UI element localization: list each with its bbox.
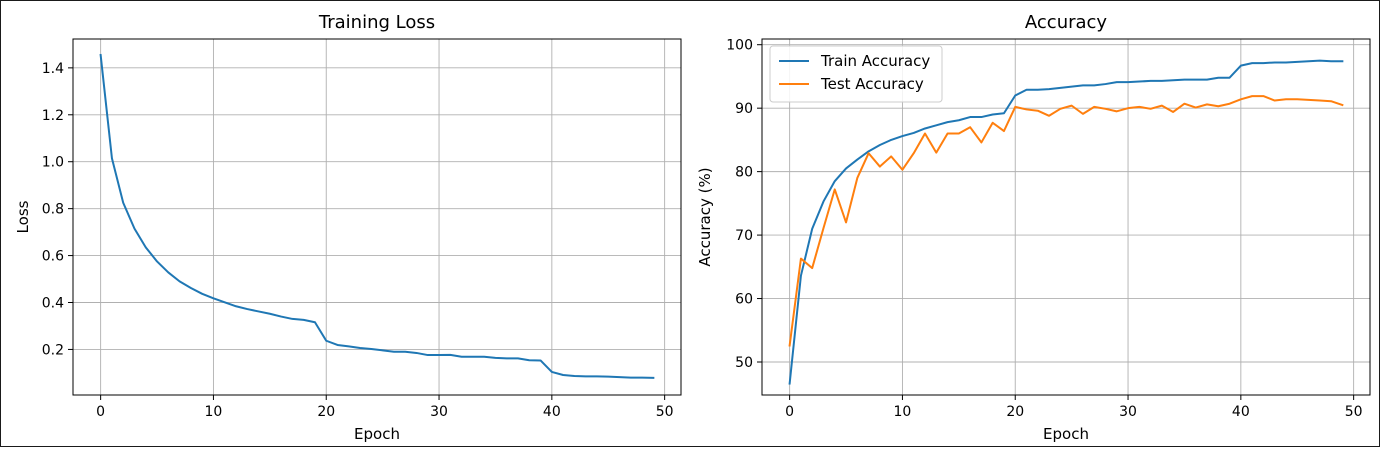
loss-x-tick-label: 20 — [317, 404, 335, 420]
accuracy-y-tick-label: 50 — [735, 355, 753, 371]
loss-y-tick-label: 0.8 — [42, 202, 64, 218]
accuracy-x-tick-label: 30 — [1119, 404, 1137, 420]
accuracy-legend: Train Accuracy Test Accuracy — [769, 45, 943, 103]
accuracy-x-tick-label: 40 — [1232, 404, 1250, 420]
loss-y-tick-label: 0.2 — [42, 342, 64, 358]
loss-y-tick-label: 1.0 — [42, 155, 64, 171]
accuracy-legend-box — [769, 45, 943, 103]
accuracy-chart-title: Accuracy — [1025, 12, 1108, 33]
accuracy-panel: 0 10 20 30 40 50 50 60 70 80 90 100 Accuracy Epoch Acc… — [696, 12, 1371, 443]
accuracy-y-tick-label: 100 — [726, 38, 753, 54]
test-accuracy-line — [788, 95, 1344, 347]
loss-chart-title: Training Loss — [318, 12, 435, 33]
loss-x-tick-label: 0 — [96, 404, 105, 420]
accuracy-x-axis-label: Epoch — [1043, 425, 1089, 443]
accuracy-y-tick-label: 90 — [735, 101, 753, 117]
loss-y-tick-label: 0.6 — [42, 249, 64, 265]
accuracy-x-tick-label: 20 — [1006, 404, 1024, 420]
accuracy-x-tick-label: 50 — [1345, 404, 1363, 420]
loss-x-tick-label: 50 — [656, 404, 674, 420]
accuracy-x-tick-label: 10 — [894, 404, 912, 420]
test-accuracy-legend-label: Test Accuracy — [820, 75, 924, 93]
loss-y-axis-label: Loss — [14, 200, 32, 233]
accuracy-axes-frame — [761, 38, 1371, 396]
loss-panel: 0 10 20 30 40 50 0.2 0.4 0.6 0.8 1.0 1.2 1.4 Training… — [14, 12, 682, 443]
loss-x-tick-label: 40 — [543, 404, 561, 420]
train-accuracy-line — [788, 59, 1344, 385]
loss-series-0-line — [99, 53, 655, 379]
accuracy-y-tick-label: 70 — [735, 228, 753, 244]
loss-y-tick-label: 0.4 — [42, 296, 64, 312]
accuracy-y-tick-label: 80 — [735, 165, 753, 181]
accuracy-y-axis-label: Accuracy (%) — [696, 167, 714, 266]
train-accuracy-legend-label: Train Accuracy — [820, 52, 930, 70]
loss-grid — [73, 39, 681, 395]
loss-x-tick-label: 10 — [205, 404, 223, 420]
loss-axes-frame — [72, 38, 682, 396]
accuracy-y-tick-label: 60 — [735, 292, 753, 308]
accuracy-x-tick-label: 0 — [785, 404, 794, 420]
loss-x-tick-label: 30 — [430, 404, 448, 420]
loss-y-tick-label: 1.2 — [42, 108, 64, 124]
loss-y-tick-label: 1.4 — [42, 61, 64, 77]
loss-x-axis-label: Epoch — [354, 425, 400, 443]
